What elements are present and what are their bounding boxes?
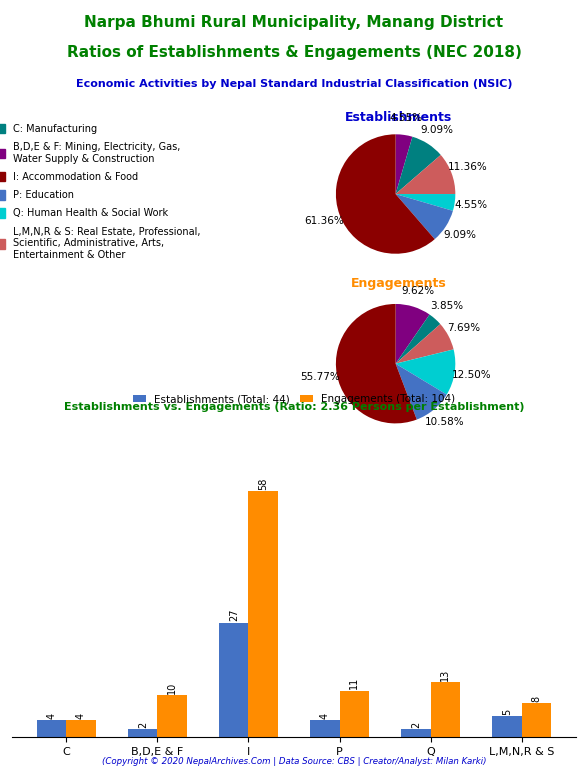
Text: 4: 4 <box>76 713 86 719</box>
Text: 58: 58 <box>258 478 268 490</box>
Text: 8: 8 <box>531 696 541 702</box>
Text: Engagements: Engagements <box>350 277 446 290</box>
Text: 2: 2 <box>411 721 421 727</box>
Bar <box>249 491 278 737</box>
Text: 10: 10 <box>167 681 177 694</box>
Text: 4: 4 <box>47 713 57 719</box>
Bar <box>37 720 66 737</box>
Text: 13: 13 <box>440 669 450 680</box>
Bar <box>522 703 551 737</box>
Bar <box>66 720 95 737</box>
Bar <box>128 729 158 737</box>
Text: Ratios of Establishments & Engagements (NEC 2018): Ratios of Establishments & Engagements (… <box>66 45 522 61</box>
Text: (Copyright © 2020 NepalArchives.Com | Data Source: CBS | Creator/Analyst: Milan : (Copyright © 2020 NepalArchives.Com | Da… <box>102 757 486 766</box>
Bar <box>430 682 460 737</box>
Text: Narpa Bhumi Rural Municipality, Manang District: Narpa Bhumi Rural Municipality, Manang D… <box>85 15 503 31</box>
Text: 2: 2 <box>138 721 148 727</box>
Bar <box>493 716 522 737</box>
Text: Establishments: Establishments <box>345 111 452 124</box>
Bar <box>219 623 249 737</box>
Bar <box>339 690 369 737</box>
Text: 5: 5 <box>502 709 512 715</box>
Text: 27: 27 <box>229 609 239 621</box>
Legend: C: Manufacturing, B,D,E & F: Mining, Electricity, Gas,
Water Supply & Constructi: C: Manufacturing, B,D,E & F: Mining, Ele… <box>0 121 203 263</box>
Bar <box>402 729 430 737</box>
Text: 4: 4 <box>320 713 330 719</box>
Legend: Establishments (Total: 44), Engagements (Total: 104): Establishments (Total: 44), Engagements … <box>129 390 459 409</box>
Text: 11: 11 <box>349 677 359 690</box>
Bar <box>310 720 339 737</box>
Text: Economic Activities by Nepal Standard Industrial Classification (NSIC): Economic Activities by Nepal Standard In… <box>76 79 512 89</box>
Title: Establishments vs. Engagements (Ratio: 2.36 Persons per Establishment): Establishments vs. Engagements (Ratio: 2… <box>64 402 524 412</box>
Bar <box>158 695 186 737</box>
